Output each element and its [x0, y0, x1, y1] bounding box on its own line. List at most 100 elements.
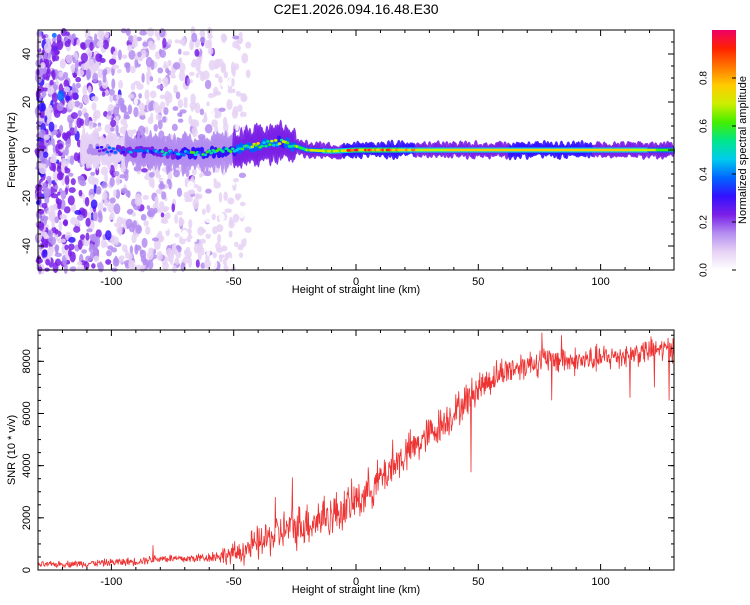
- spectrogram-noise-cell: [141, 237, 148, 248]
- spectrogram-noise-cell: [211, 119, 218, 128]
- spectrogram-noise-cell: [157, 230, 163, 238]
- spectrogram-xtick-label-0: -100: [100, 276, 122, 288]
- spectrogram-ridge-core: [270, 139, 274, 143]
- spectrogram-noise-cell: [238, 172, 247, 179]
- snr-xtick-label-1: -50: [226, 576, 242, 588]
- spectrogram-ridge-core: [260, 144, 264, 148]
- spectrogram-noise-cell: [142, 194, 149, 201]
- spectrogram-noise-cell: [167, 170, 173, 181]
- spectrogram-noise-cell: [213, 91, 222, 96]
- spectrogram-ridge-core: [105, 150, 110, 154]
- spectrogram-noise-cell: [64, 40, 71, 48]
- spectrogram-ridge-core: [142, 151, 147, 155]
- spectrogram-noise-cell: [69, 155, 75, 166]
- spectrogram-noise-cell: [204, 79, 212, 90]
- spectrogram-noise-cell: [59, 60, 65, 69]
- spectrogram-noise-cell: [167, 70, 172, 76]
- spectrogram-noise-cell: [82, 85, 88, 96]
- spectrogram-noise-cell: [206, 101, 210, 107]
- spectrogram-noise-cell: [102, 39, 109, 50]
- spectrogram-noise-cell: [92, 72, 99, 83]
- spectrogram-noise-cell: [135, 224, 142, 235]
- spectrogram-noise-cell: [117, 97, 125, 106]
- spectrogram-noise-cell: [43, 52, 48, 60]
- spectrogram-noise-cell: [74, 209, 82, 215]
- spectrogram-noise-cell: [89, 41, 94, 51]
- spectrogram-noise-cell: [139, 30, 147, 36]
- spectrogram-noise-cell: [87, 85, 92, 95]
- spectrogram-ridge-core: [193, 153, 198, 157]
- spectrogram-noise-cell: [231, 66, 236, 75]
- spectrogram-noise-cell: [43, 42, 52, 54]
- spectrogram-noise-cell: [227, 88, 234, 94]
- spectrogram-noise-cell: [113, 50, 119, 56]
- spectrogram-noise-cell: [159, 180, 164, 189]
- spectrogram-ridge-core: [262, 141, 266, 144]
- spectrogram-noise-cell: [60, 190, 67, 200]
- spectrogram-noise-cell: [109, 94, 114, 103]
- spectrogram-noise-cell: [64, 166, 68, 172]
- spectrogram-noise-cell: [218, 192, 223, 203]
- spectrogram-noise-cell: [200, 88, 207, 94]
- spectrogram-noise-cell: [104, 199, 109, 207]
- spectrogram-noise-cell: [244, 226, 252, 233]
- spectrogram-noise-cell: [42, 151, 49, 158]
- spectrogram-noise-cell: [153, 124, 158, 132]
- spectrogram-noise-cell: [67, 172, 74, 177]
- spectrogram-noise-cell: [70, 178, 76, 186]
- spectrogram-noise-cell: [128, 35, 134, 43]
- spectrogram-noise-cell: [39, 150, 44, 160]
- spectrogram-noise-cell: [60, 238, 66, 243]
- spectrogram-noise-cell: [121, 54, 128, 59]
- snr-frame: [37, 329, 675, 571]
- spectrogram-noise-cell: [108, 58, 117, 65]
- spectrogram-ridge-core: [103, 148, 108, 151]
- colorbar: 0.0 0.2 0.4 0.6 0.8 Normalized spectral ampl…: [699, 30, 749, 277]
- spectrogram-noise-cell: [182, 51, 190, 56]
- spectrogram-noise-cell: [112, 257, 120, 267]
- spectrogram-noise-cell: [226, 99, 233, 110]
- spectrogram-ridge-core: [250, 145, 255, 149]
- spectrogram-noise-cell: [133, 97, 138, 106]
- spectrogram-noise-cell: [148, 40, 154, 48]
- spectrogram-noise-cell: [161, 216, 167, 224]
- spectrogram-noise-cell: [142, 41, 149, 47]
- spectrogram-noise-cell: [77, 239, 83, 250]
- spectrogram-noise-cell: [96, 40, 104, 48]
- spectrogram-noise-cell: [61, 132, 67, 140]
- spectrogram-noise-cell: [102, 191, 108, 201]
- spectrogram-noise-cell: [51, 41, 57, 53]
- snr-xtick-label-3: 50: [472, 576, 484, 588]
- spectrogram-noise-cell: [165, 98, 170, 107]
- spectrogram-noise-cell: [229, 216, 233, 226]
- spectrogram-noise-cell: [132, 34, 138, 44]
- spectrogram-noise-cell: [216, 58, 224, 67]
- spectrogram-noise-cell: [77, 110, 82, 117]
- colorbar-tick-label-1: 0.2: [699, 215, 710, 229]
- colorbar-label: Normalized spectral amplitude: [737, 76, 749, 224]
- snr-ytick-label-3: 6000: [21, 401, 33, 425]
- spectrogram-noise-cell: [105, 230, 112, 241]
- spectrogram-noise-cell: [49, 204, 57, 212]
- figure-title: C2E1.2026.094.16.48.E30: [273, 1, 438, 17]
- snr-ytick-label-1: 2000: [21, 506, 33, 530]
- spectrogram-noise-cell: [145, 56, 153, 68]
- spectrogram-noise-cell: [138, 102, 146, 112]
- spectrogram-noise-cell: [133, 106, 139, 118]
- spectrogram-noise-cell: [88, 120, 94, 130]
- spectrogram-noise-cell: [87, 175, 96, 185]
- spectrogram-noise-cell: [199, 71, 206, 82]
- spectrogram-noise-cell: [149, 90, 157, 99]
- spectrogram-ridge-core: [181, 153, 186, 157]
- colorbar-tick-label-2: 0.4: [699, 167, 710, 181]
- spectrogram-noise-cell: [64, 175, 70, 186]
- spectrogram-noise-cell: [123, 114, 131, 120]
- spectrogram-noise-cell: [36, 30, 42, 38]
- spectrogram-ridge-core: [160, 150, 165, 153]
- spectrogram-noise-cell: [144, 186, 149, 196]
- spectrogram-noise-cell: [183, 96, 188, 103]
- spectrogram-ridge-mid: [163, 146, 169, 154]
- spectrogram-noise-cell: [52, 144, 57, 154]
- spectrogram-xtick-label-3: 50: [472, 276, 484, 288]
